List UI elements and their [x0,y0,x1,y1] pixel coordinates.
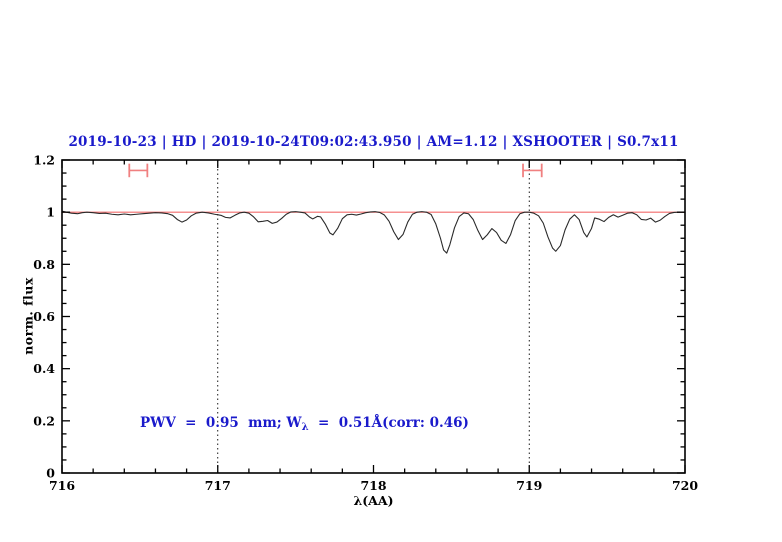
pwv-annotation-suffix: = 0.51Å(corr: 0.46) [308,415,469,431]
y-tick-label: 1 [46,205,55,220]
y-tick-label: 0.4 [33,361,55,376]
y-tick-label: 0 [46,466,55,481]
x-tick-label: 719 [516,478,542,493]
y-axis-label: norm. flux [20,277,36,355]
x-tick-label: 716 [49,478,75,493]
observed-spectrum-line [61,210,686,254]
y-tick-label: 0.6 [33,309,55,324]
plot-title: 2019-10-23 | HD | 2019-10-24T09:02:43.95… [68,134,679,150]
x-tick-label: 717 [205,478,231,493]
pwv-annotation-prefix: PWV = 0.95 mm; W [140,415,302,431]
y-tick-label: 1.2 [33,153,55,168]
y-tick-label: 0.8 [33,257,55,272]
x-axis-label: λ(AA) [353,493,394,508]
x-tick-label: 718 [360,478,386,493]
y-tick-label: 0.2 [33,413,55,428]
x-tick-label: 720 [672,478,698,493]
pwv-annotation: PWV = 0.95 mm; Wλ = 0.51Å(corr: 0.46) [140,415,469,433]
pwv-annotation-subscript: λ [301,422,309,433]
